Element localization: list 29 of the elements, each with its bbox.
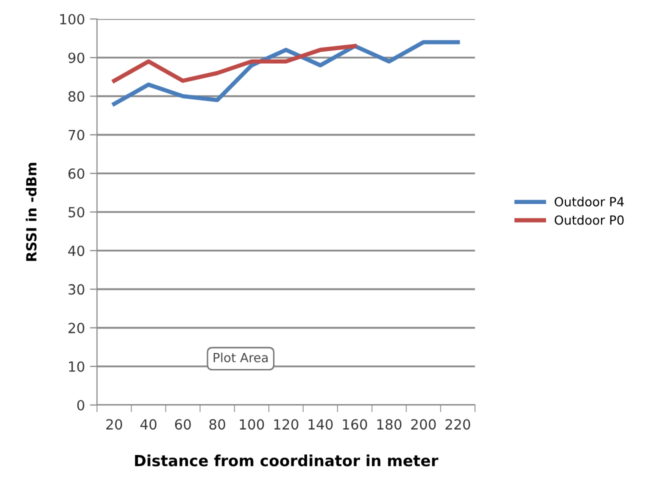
x-tick-label: 80 bbox=[209, 419, 226, 430]
y-tick-label: 100 bbox=[60, 14, 84, 24]
x-tick-label: 120 bbox=[274, 419, 298, 430]
x-tick-label: 140 bbox=[308, 419, 333, 430]
y-axis-title: RSSI in -dBm bbox=[26, 162, 37, 261]
x-tick-label: 20 bbox=[106, 419, 122, 430]
y-tick-label: 50 bbox=[68, 206, 84, 218]
x-tick-label: 200 bbox=[411, 419, 436, 430]
line-series bbox=[112, 40, 460, 106]
y-tick-label: 40 bbox=[68, 246, 84, 256]
legend-label: Outdoor P0 bbox=[554, 215, 624, 225]
y-tick-label: 10 bbox=[69, 361, 84, 372]
x-tick-label: 180 bbox=[377, 419, 402, 430]
y-tick-label: 60 bbox=[68, 168, 84, 179]
y-tick-label: 70 bbox=[68, 130, 84, 140]
y-tick-label: 80 bbox=[68, 91, 84, 102]
annotation: Plot Area bbox=[214, 352, 268, 362]
x-tick-label: 160 bbox=[343, 419, 368, 430]
y-tick-label: 20 bbox=[68, 322, 84, 334]
x-tick-label: 220 bbox=[446, 419, 470, 430]
x-tick-label: 100 bbox=[240, 419, 264, 430]
y-tick-label: 0 bbox=[77, 400, 84, 410]
y-tick-label: 90 bbox=[68, 52, 84, 64]
x-tick-label: 40 bbox=[140, 419, 156, 430]
legend-label: Outdoor P4 bbox=[554, 196, 624, 206]
line-series bbox=[112, 44, 357, 83]
x-tick-label: 60 bbox=[175, 419, 191, 430]
x-axis-title: Distance from coordinator in meter bbox=[135, 454, 438, 466]
y-tick-label: 30 bbox=[68, 284, 84, 295]
